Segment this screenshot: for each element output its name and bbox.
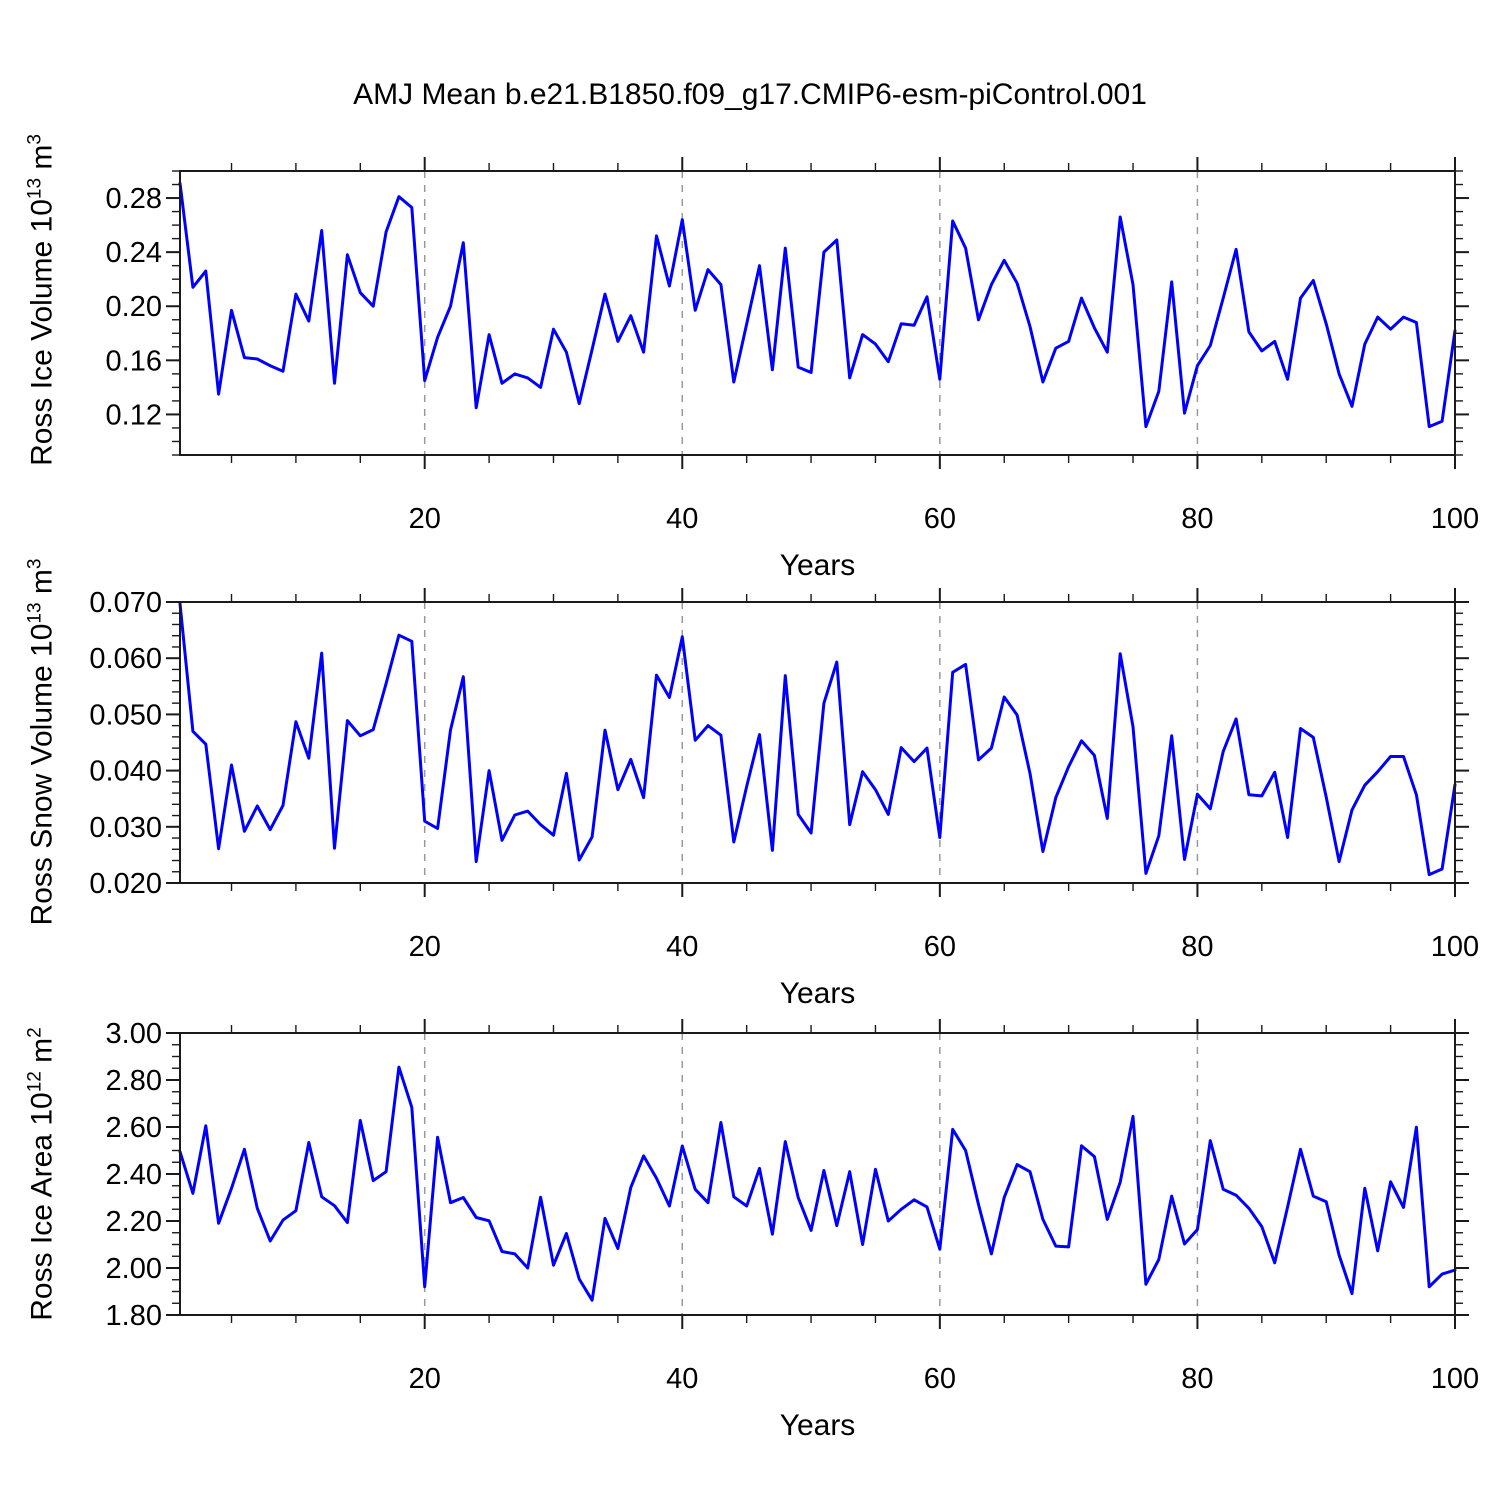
y-tick-label: 0.16	[106, 345, 162, 377]
y-tick-label: 0.060	[89, 643, 162, 675]
x-axis-label-years-panel2: Years	[779, 977, 856, 1010]
data-line-series	[178, 181, 1457, 429]
y-axis-label-ross-ice-area: Ross Ice Area 1012 m2	[25, 1027, 60, 1321]
x-tick-label: 20	[409, 1363, 441, 1395]
x-tick-label: 80	[1181, 503, 1213, 535]
chart-title: AMJ Mean b.e21.B1850.f09_g17.CMIP6-esm-p…	[353, 78, 1147, 111]
plot-frame	[179, 170, 1456, 456]
y-axis-label-unit: m	[25, 144, 59, 178]
plot-frame	[179, 1032, 1456, 1316]
y-tick-label: 0.020	[89, 868, 162, 900]
y-tick-label: 3.00	[106, 1018, 162, 1050]
y-tick-label: 2.00	[106, 1253, 162, 1285]
x-tick-label: 60	[924, 931, 956, 963]
y-tick-label: 2.60	[106, 1112, 162, 1144]
y-axis-label-unit-exponent: 3	[24, 558, 46, 570]
y-tick-label: 1.80	[106, 1300, 162, 1332]
x-tick-label: 100	[1431, 1363, 1479, 1395]
x-tick-label: 100	[1431, 931, 1479, 963]
x-tick-label: 20	[409, 931, 441, 963]
y-axis-label-exponent: 13	[24, 602, 46, 624]
x-tick-label: 80	[1181, 1363, 1213, 1395]
y-axis-label-unit-exponent: 2	[24, 1027, 46, 1038]
data-line-series	[178, 1065, 1457, 1302]
y-axis-label-unit: m	[25, 1037, 59, 1072]
y-tick-label: 2.80	[106, 1065, 162, 1097]
data-line-series	[178, 602, 1457, 877]
y-axis-label-ross-ice-volume: Ross Ice Volume 1013 m3	[25, 134, 60, 466]
x-tick-label: 40	[666, 503, 698, 535]
y-axis-label-unit: m	[25, 569, 59, 603]
y-tick-label: 0.050	[89, 699, 162, 731]
y-tick-label: 0.070	[89, 587, 162, 619]
y-tick-label: 0.24	[106, 237, 162, 269]
y-axis-label-text: Ross Ice Volume 10	[25, 199, 59, 466]
y-axis-label-text: Ross Ice Area 10	[25, 1092, 59, 1321]
x-tick-label: 100	[1431, 503, 1479, 535]
y-axis-label-exponent: 13	[24, 177, 46, 200]
y-axis-label-text: Ross Snow Volume 10	[25, 623, 59, 926]
x-axis-label-years-panel1: Years	[779, 549, 856, 582]
y-tick-label: 0.28	[106, 183, 162, 215]
x-tick-label: 40	[666, 1363, 698, 1395]
x-axis-label-years-panel3: Years	[779, 1409, 856, 1442]
x-tick-label: 80	[1181, 931, 1213, 963]
x-tick-label: 60	[924, 1363, 956, 1395]
y-axis-label-unit-exponent: 3	[24, 134, 46, 145]
y-tick-label: 2.40	[106, 1159, 162, 1191]
y-tick-label: 2.20	[106, 1206, 162, 1238]
y-axis-label-exponent: 12	[24, 1071, 46, 1093]
y-tick-label: 0.12	[106, 399, 162, 431]
x-tick-label: 40	[666, 931, 698, 963]
y-axis-label-ross-snow-volume: Ross Snow Volume 1013 m3	[25, 559, 60, 926]
x-tick-label: 60	[924, 503, 956, 535]
y-tick-label: 0.030	[89, 812, 162, 844]
y-tick-label: 0.040	[89, 756, 162, 788]
y-tick-label: 0.20	[106, 291, 162, 323]
x-tick-label: 20	[409, 503, 441, 535]
plot-frame	[179, 601, 1456, 884]
